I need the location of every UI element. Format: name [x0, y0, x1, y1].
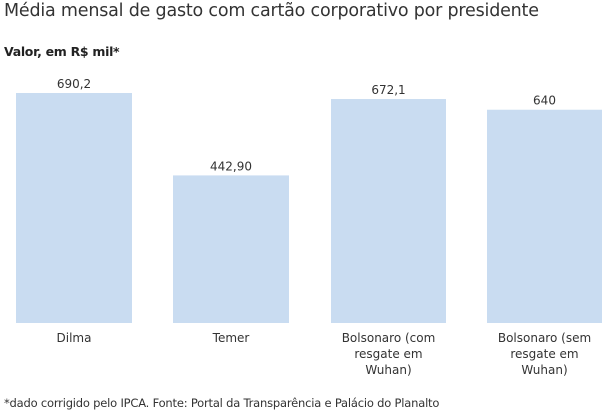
bar-0: [16, 93, 132, 323]
chart-title: Média mensal de gasto com cartão corpora…: [4, 1, 539, 21]
category-label-2: Bolsonaro (com resgate em Wuhan): [342, 331, 436, 377]
bar-3: [487, 109, 602, 323]
bar-2: [331, 99, 446, 323]
category-label-0: Dilma: [57, 331, 92, 345]
value-label-3: 640: [533, 94, 556, 108]
value-label-1: 442,90: [210, 159, 252, 173]
chart-subtitle: Valor, em R$ mil*: [4, 44, 120, 59]
category-label-3: Bolsonaro (sem resgate em Wuhan): [498, 331, 591, 377]
value-label-2: 672,1: [371, 83, 405, 97]
value-label-0: 690,2: [57, 77, 91, 91]
category-label-1: Temer: [212, 331, 250, 345]
footnote: *dado corrigido pelo IPCA. Fonte: Portal…: [4, 396, 440, 410]
bar-1: [173, 175, 289, 323]
